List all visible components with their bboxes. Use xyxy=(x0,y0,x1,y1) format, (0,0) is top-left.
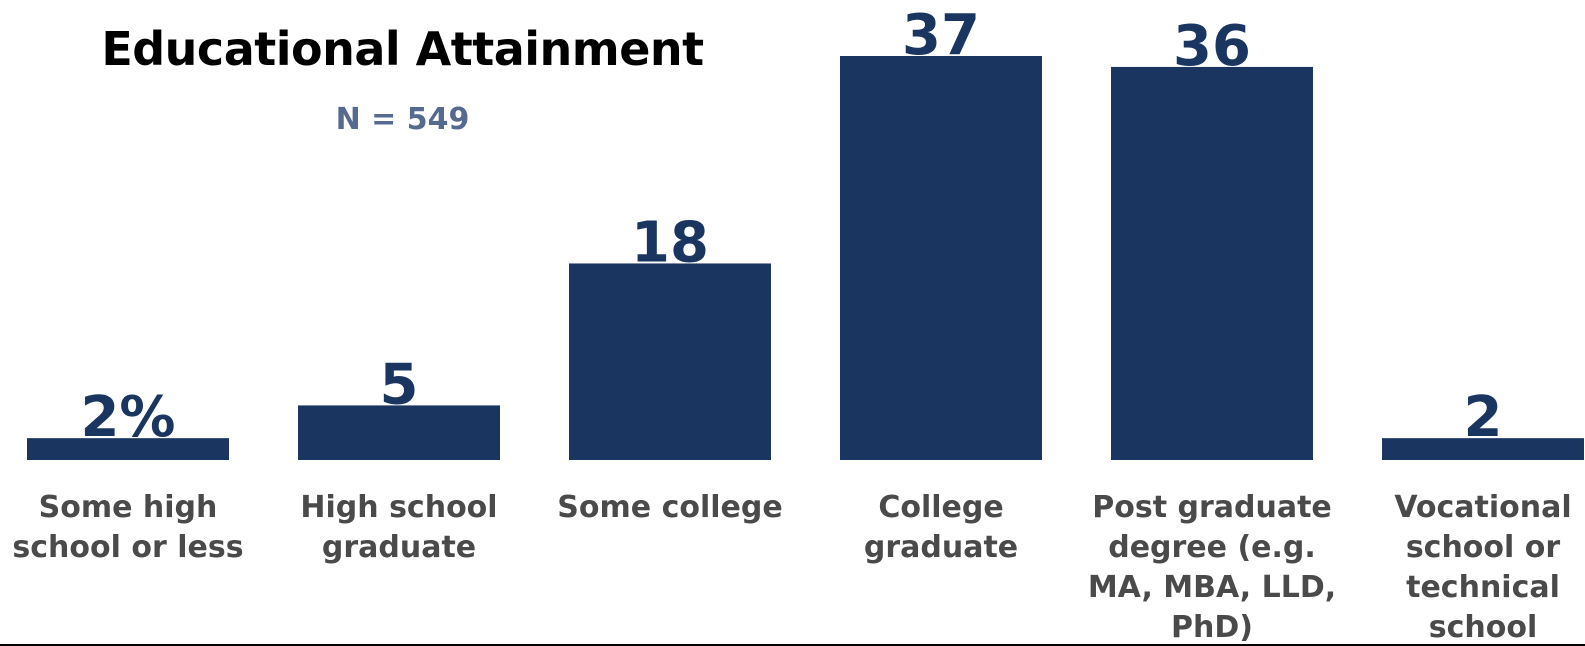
category-label-line: High school xyxy=(300,490,497,525)
category-label-6: Vocational school or technical school xyxy=(1394,490,1571,645)
category-label-4: College graduate xyxy=(864,490,1018,565)
value-label-4: 37 xyxy=(902,3,980,68)
category-label-line: degree (e.g. xyxy=(1108,530,1316,565)
category-label-3: Some college xyxy=(557,490,782,525)
category-label-line: Post graduate xyxy=(1092,490,1332,525)
category-label-line: technical xyxy=(1406,570,1560,605)
bar-5 xyxy=(1111,66,1313,461)
category-label-line: school or xyxy=(1406,530,1561,565)
bar-6 xyxy=(1382,438,1584,460)
bar-3 xyxy=(569,263,771,460)
category-label-line: PhD) xyxy=(1171,610,1253,645)
bar-2 xyxy=(298,405,500,460)
category-label-line: College xyxy=(878,490,1003,525)
category-label-line: MA, MBA, LLD, xyxy=(1088,570,1336,605)
category-label-line: graduate xyxy=(864,530,1018,565)
category-label-line: school or less xyxy=(12,530,243,565)
bar-4 xyxy=(840,56,1042,460)
value-label-6: 2 xyxy=(1464,385,1503,450)
category-label-line: Some college xyxy=(557,490,782,525)
category-label-5: Post graduate degree (e.g. MA, MBA, LLD, Ph… xyxy=(1088,490,1336,645)
chart-title: Educational Attainment xyxy=(101,22,704,76)
chart-subtitle: N = 549 xyxy=(335,102,470,137)
category-label-line: school xyxy=(1429,610,1538,645)
category-label-line: Some high xyxy=(39,490,218,525)
bar-1 xyxy=(27,438,229,460)
value-label-3: 18 xyxy=(631,210,709,275)
category-label-line: Vocational xyxy=(1394,490,1571,525)
value-label-5: 36 xyxy=(1173,14,1251,79)
category-label-line: graduate xyxy=(322,530,476,565)
value-label-1: 2% xyxy=(80,385,175,450)
value-label-2: 5 xyxy=(380,352,419,417)
category-label-2: High school graduate xyxy=(300,490,497,565)
category-label-1: Some high school or less xyxy=(12,490,243,565)
